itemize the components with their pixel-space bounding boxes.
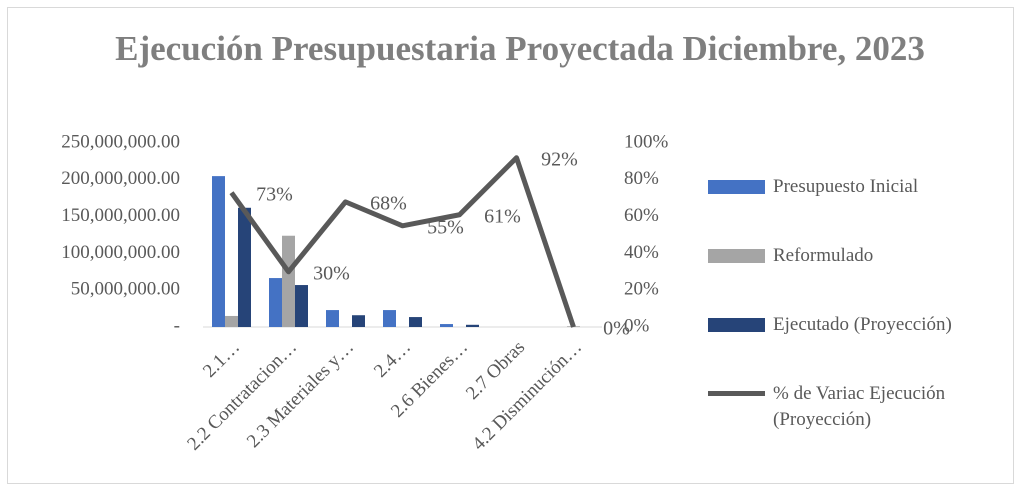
y2-tick-label: 60% bbox=[624, 205, 659, 226]
y2-tick-label: 100% bbox=[624, 131, 669, 152]
x-tick-label: 2.1… bbox=[199, 337, 244, 382]
legend-swatch bbox=[708, 249, 765, 263]
legend-item: Presupuesto Inicial bbox=[708, 174, 1013, 200]
y2-tick-label: 20% bbox=[624, 279, 659, 300]
y-tick-label: - bbox=[174, 315, 180, 336]
chart-title: Ejecución Presupuestaria Proyectada Dici… bbox=[115, 29, 925, 68]
data-label: 61% bbox=[484, 205, 521, 227]
bar bbox=[282, 235, 295, 327]
x-tick-label: 4.2 Disminución… bbox=[468, 337, 586, 455]
data-label: 55% bbox=[427, 216, 464, 238]
data-label: 92% bbox=[541, 148, 578, 170]
bar bbox=[409, 317, 422, 327]
legend-item: Reformulado bbox=[708, 243, 1013, 269]
data-label: 30% bbox=[313, 262, 350, 284]
bar bbox=[212, 176, 225, 327]
y2-tick-label: 80% bbox=[624, 168, 659, 189]
bar bbox=[225, 315, 238, 327]
bar bbox=[466, 324, 479, 327]
legend-item: Ejecutado (Proyección) bbox=[708, 312, 1013, 338]
legend-label: Ejecutado (Proyección) bbox=[773, 314, 952, 335]
x-tick-label: 2.3 Materiales y… bbox=[243, 337, 358, 452]
legend-swatch bbox=[708, 318, 765, 332]
y2-tick-label: 0% bbox=[624, 315, 650, 336]
bar bbox=[326, 310, 339, 327]
data-label: 68% bbox=[370, 192, 407, 214]
legend-swatch bbox=[708, 180, 765, 194]
y-tick-label: 100,000,000.00 bbox=[61, 242, 180, 263]
legend-label: Reformulado bbox=[773, 245, 874, 266]
legend-label: % de Variac Ejecución (Proyección) bbox=[773, 383, 946, 430]
legend-item: % de Variac Ejecución (Proyección) bbox=[708, 381, 1003, 433]
data-label: 0% bbox=[603, 318, 630, 340]
y-tick-label: 150,000,000.00 bbox=[61, 205, 180, 226]
bar bbox=[295, 285, 308, 327]
bar bbox=[238, 207, 251, 327]
y-tick-label: 50,000,000.00 bbox=[71, 279, 180, 300]
x-tick-label: 2.4… bbox=[370, 337, 415, 382]
line bbox=[229, 155, 576, 328]
legend-swatch bbox=[708, 391, 765, 396]
y2-tick-label: 40% bbox=[624, 242, 659, 263]
bar bbox=[352, 315, 365, 327]
y-tick-label: 250,000,000.00 bbox=[61, 131, 180, 152]
chart-border bbox=[7, 7, 1014, 484]
bar bbox=[383, 310, 396, 327]
data-label: 73% bbox=[256, 183, 293, 205]
y-tick-label: 200,000,000.00 bbox=[61, 168, 180, 189]
bar bbox=[440, 324, 453, 327]
bar bbox=[269, 278, 282, 327]
legend-label: Presupuesto Inicial bbox=[773, 176, 919, 197]
